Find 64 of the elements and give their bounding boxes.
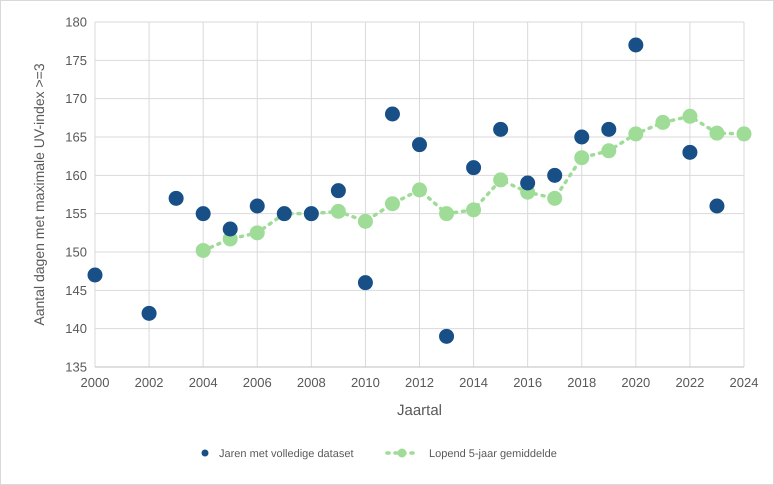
point [601, 122, 616, 137]
y-tick-label: 145 [65, 282, 87, 298]
y-tick-label: 175 [65, 52, 87, 68]
point [493, 122, 508, 137]
point [628, 38, 644, 52]
point [250, 198, 265, 214]
point [574, 130, 590, 144]
x-tick-label: 2016 [513, 375, 542, 390]
x-tick-label: 2012 [405, 375, 434, 390]
point [168, 190, 184, 206]
y-axis-title: Aantal dagen met maximale UV-index >=3 [31, 63, 47, 326]
point [547, 190, 562, 206]
y-tick-label: 165 [65, 130, 87, 145]
point [88, 268, 102, 282]
point [466, 202, 482, 218]
point [358, 275, 373, 290]
point [439, 206, 454, 222]
point [412, 137, 427, 152]
legend-label: Jaren met volledige dataset [219, 448, 354, 460]
point [330, 204, 346, 219]
point [330, 183, 346, 198]
x-tick-label: 2018 [567, 375, 596, 390]
x-tick-label: 2000 [80, 375, 110, 390]
x-tick-label: 2024 [730, 375, 758, 390]
point [196, 206, 211, 222]
y-tick-label: 160 [65, 168, 87, 183]
y-tick-label: 170 [65, 91, 87, 106]
y-tick-label: 140 [65, 321, 87, 336]
point [709, 198, 724, 214]
x-tick-label: 2008 [296, 375, 326, 390]
x-tick-label: 2006 [242, 375, 272, 390]
point [384, 196, 400, 212]
x-tick-label: 2020 [621, 375, 650, 390]
point [628, 126, 644, 142]
point [466, 160, 482, 176]
point [250, 225, 265, 240]
point [222, 222, 238, 236]
x-axis-title: Jaartal [396, 402, 442, 419]
legend-label: Lopend 5-jaar gemiddelde [429, 448, 557, 460]
point [384, 106, 400, 122]
x-tick-label: 2022 [675, 375, 704, 390]
x-tick-label: 2010 [350, 375, 380, 390]
point [142, 306, 157, 321]
point [682, 108, 698, 124]
point [682, 144, 698, 160]
point [439, 328, 454, 344]
point [196, 242, 211, 258]
x-tick-label: 2002 [134, 375, 164, 390]
y-tick-label: 180 [65, 14, 87, 30]
x-tick-label: 2004 [188, 375, 218, 390]
point [601, 143, 616, 158]
point [358, 214, 373, 229]
point [493, 172, 508, 188]
point [709, 126, 724, 141]
point [574, 150, 590, 166]
x-tick-label: 2014 [459, 375, 488, 390]
point [655, 114, 670, 130]
point [520, 176, 536, 190]
y-tick-label: 155 [65, 206, 87, 222]
point [412, 182, 427, 198]
y-tick-label: 150 [65, 244, 87, 260]
point [736, 126, 752, 142]
y-tick-label: 135 [65, 360, 87, 375]
point [547, 168, 562, 183]
